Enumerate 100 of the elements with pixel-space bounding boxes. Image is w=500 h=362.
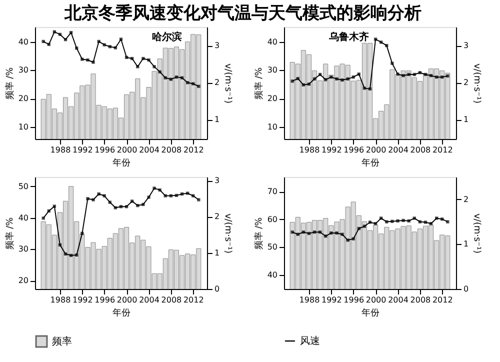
x-tick-label: 1996 [344,296,364,304]
x-tick-label: 1996 [94,146,116,154]
point [80,232,84,235]
x-tick-label: 2008 [410,296,431,304]
point [130,200,134,203]
point [75,46,78,50]
point [58,32,62,36]
point [136,204,140,208]
point [290,80,294,83]
point [385,44,388,48]
point [340,78,344,82]
y-tick-label: 40 [18,37,28,46]
point [312,77,316,80]
x-tick-label: 2012 [432,296,453,304]
point [296,232,300,236]
point [186,192,190,195]
point [69,30,73,34]
x-tick-label: 1992 [72,146,93,154]
point [374,38,378,41]
point [390,220,394,223]
point [147,58,150,62]
point [114,206,118,210]
point [340,232,344,236]
point [64,38,68,42]
x-tick-label: 2004 [388,296,408,304]
x-tick-label: 2008 [161,296,182,304]
legend-label: 风速 [300,335,320,347]
point [412,216,416,220]
point [346,238,350,242]
y-tick-label: 50 [267,242,278,252]
point [158,188,162,192]
point [318,230,322,234]
point [119,38,123,41]
y2-tick-label: 2 [214,78,220,88]
point [446,74,450,78]
y-tick-label: 20 [267,94,278,104]
point [440,218,444,221]
y-tick-label: 40 [18,213,28,222]
x-tick-label: 1988 [50,296,71,304]
point [362,86,366,90]
point [92,60,95,64]
y2-tick-label: 3 [464,41,469,50]
point [47,42,50,46]
point [374,222,378,226]
x-tick-label: 1988 [299,146,320,154]
point [147,196,150,199]
point [396,72,400,76]
y-axis-title: 频率 /% [4,216,16,250]
y-tick-label: 50 [18,182,28,191]
point [114,46,118,50]
y2-tick-label: 1 [214,115,220,124]
point [58,243,62,247]
point [142,56,145,60]
x-tick-label: 2012 [183,146,204,154]
y-axis-title: 频率 /% [253,216,264,250]
point [124,205,128,208]
y-axis-title: 频率 /% [253,66,264,100]
point [108,45,112,48]
point [192,194,195,198]
point [440,75,444,79]
y2-tick-label: 1 [464,240,469,249]
x-tick-label: 1988 [50,146,71,154]
point [324,78,328,82]
x-tick-label: 2000 [116,146,138,154]
point [180,76,184,80]
y-tick-label: 20 [18,276,28,286]
point [97,192,100,196]
point [174,194,178,198]
point [164,194,167,198]
point [330,75,333,79]
point [434,216,438,220]
point [180,192,184,196]
point [407,219,410,222]
point [357,226,360,230]
point [92,198,95,202]
point [130,56,134,60]
point [75,253,78,257]
point [186,81,190,84]
point [142,202,145,206]
point [429,222,433,226]
point [64,252,68,256]
y2-tick-label: 0 [464,284,469,294]
point [47,209,50,213]
point [418,220,422,224]
point [169,194,173,198]
annotation: 哈尔滨 [152,31,182,43]
point [312,230,316,234]
y-tick-label: 30 [267,66,278,75]
point [86,197,90,200]
y-tick-label: 10 [18,122,28,132]
point [307,82,311,86]
y2-tick-label: 1 [464,115,469,124]
point [192,82,195,86]
point [296,76,300,80]
point [52,204,56,208]
annotation: 乌鲁木齐 [328,31,369,43]
point [42,216,45,220]
point [197,84,200,88]
point [380,40,383,44]
y2-tick-label: 2 [464,78,469,88]
